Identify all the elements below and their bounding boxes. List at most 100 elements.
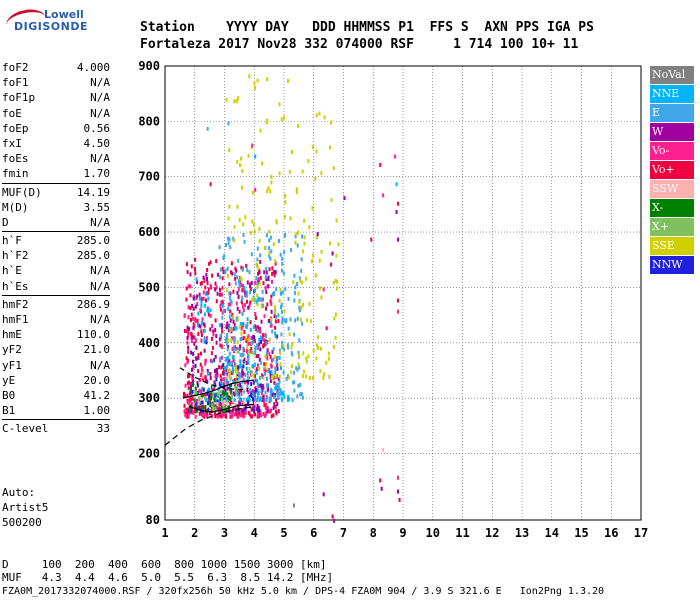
echo-point (316, 343, 319, 348)
echo-point (293, 298, 296, 303)
echo-point (256, 328, 259, 333)
echo-point (206, 277, 208, 281)
echo-point (256, 257, 259, 262)
echo-point (333, 518, 336, 523)
echo-point (236, 391, 239, 396)
echo-point (223, 397, 226, 402)
echo-point (273, 394, 276, 399)
echo-point (273, 291, 276, 295)
echo-point (258, 414, 261, 418)
echo-point (196, 322, 199, 327)
echo-point (215, 334, 218, 338)
echo-point (329, 145, 331, 150)
echo-point (225, 405, 228, 410)
echo-point (187, 305, 190, 310)
echo-point (273, 314, 276, 319)
echo-point (245, 361, 248, 366)
echo-point (301, 321, 304, 326)
echo-point (250, 252, 253, 257)
echo-point (279, 362, 282, 367)
echo-point (271, 329, 274, 334)
echo-point (279, 287, 282, 292)
echo-point (257, 405, 260, 410)
echo-point (276, 382, 279, 387)
echo-point (241, 360, 244, 365)
echo-point (200, 405, 203, 410)
echo-point (268, 267, 271, 272)
echo-point (234, 412, 237, 416)
echo-point (252, 190, 254, 195)
echo-point (268, 254, 271, 259)
echo-point (186, 340, 189, 345)
echo-point (298, 338, 301, 343)
echo-point (299, 383, 302, 387)
echo-point (251, 143, 254, 148)
echo-point (216, 401, 219, 406)
echo-point (256, 378, 258, 383)
echo-point (194, 338, 197, 343)
echo-point (325, 326, 328, 331)
param-row: B0 41.2 (2, 388, 110, 403)
legend-item: X- (650, 199, 694, 217)
echo-point (312, 376, 315, 380)
echo-point (264, 286, 267, 291)
echo-point (238, 283, 241, 288)
y-tick-label: 700 (138, 170, 160, 184)
echo-point (236, 340, 239, 345)
echo-point (261, 388, 264, 393)
echo-point (235, 326, 238, 331)
echo-point (254, 280, 257, 285)
echo-point (397, 489, 400, 494)
echo-point (267, 368, 270, 373)
echo-point (239, 359, 242, 364)
echo-point (320, 295, 323, 300)
param-separator (2, 294, 110, 296)
echo-point (189, 306, 192, 311)
echo-point (242, 308, 245, 312)
echo-point (299, 317, 302, 322)
x-tick-label: 4 (251, 526, 258, 540)
echo-point (219, 275, 222, 280)
echo-point (189, 284, 192, 289)
echo-point (263, 314, 266, 319)
echo-point (291, 150, 293, 154)
echo-point (327, 351, 330, 356)
param-separator (2, 231, 110, 233)
echo-point (268, 251, 271, 255)
echo-point (264, 371, 266, 376)
echo-point (187, 345, 190, 350)
echo-point (260, 396, 263, 401)
echo-point (202, 275, 205, 280)
echo-point (244, 410, 247, 415)
echo-point (221, 413, 224, 418)
echo-point (265, 233, 268, 238)
echo-point (219, 356, 221, 361)
echo-point (257, 353, 260, 358)
echo-point (315, 235, 318, 240)
echo-point (233, 412, 236, 417)
echo-point (297, 123, 300, 128)
echo-point (252, 297, 255, 302)
echo-point (245, 293, 248, 298)
echo-point (242, 222, 245, 227)
echo-point (290, 345, 293, 350)
echo-point (208, 398, 211, 402)
echo-point (252, 339, 255, 344)
echo-point (207, 312, 210, 317)
echo-point (187, 349, 190, 354)
param-value: N/A (90, 358, 110, 372)
echo-point (229, 397, 232, 402)
echo-point (218, 365, 220, 370)
legend-item: NNW (650, 256, 694, 274)
echo-point (222, 270, 225, 275)
echo-point (259, 253, 262, 258)
echo-point (250, 407, 253, 412)
param-value: N/A (90, 215, 110, 229)
echo-point (201, 386, 204, 391)
echo-point (266, 348, 269, 353)
echo-point (233, 348, 236, 353)
echo-point (199, 377, 201, 382)
echo-point (301, 169, 304, 174)
echo-point (236, 275, 238, 280)
echo-point (209, 400, 212, 405)
